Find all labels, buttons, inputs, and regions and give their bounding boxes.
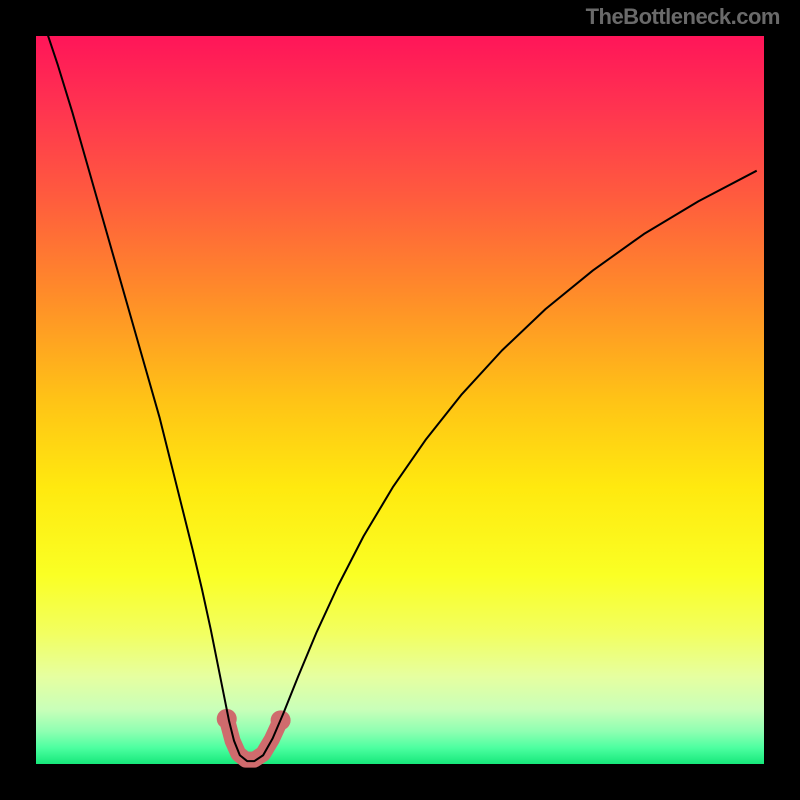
bottleneck-curve [43, 21, 756, 761]
chart-frame: TheBottleneck.com [0, 0, 800, 800]
watermark-text: TheBottleneck.com [586, 4, 780, 30]
curve-layer [36, 36, 764, 764]
plot-area [36, 36, 764, 764]
